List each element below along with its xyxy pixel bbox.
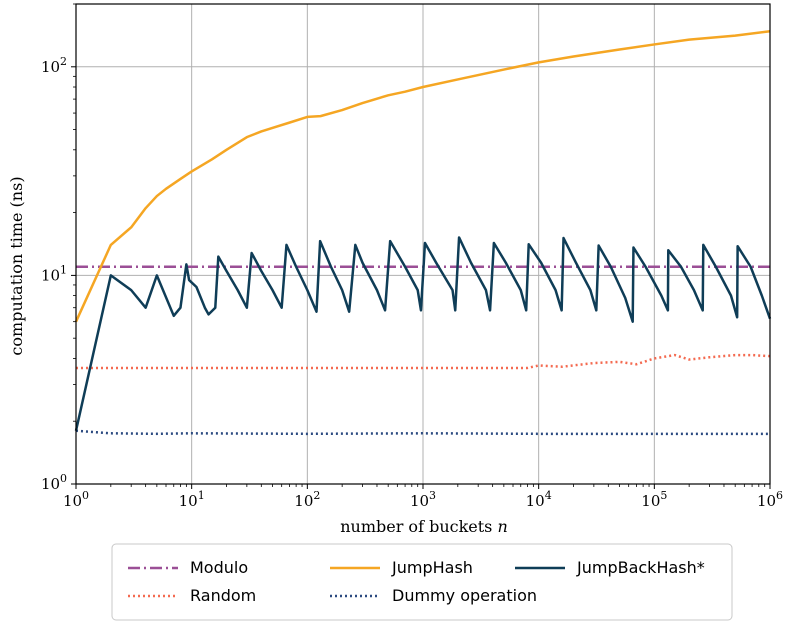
x-tick-label: 105 xyxy=(641,489,667,510)
grid xyxy=(75,4,771,485)
axes: 100 101 102 103 104 105 106 100 101 102 xyxy=(41,3,783,510)
legend-label: Modulo xyxy=(190,558,248,577)
legend-label: Random xyxy=(190,586,256,605)
series-line xyxy=(74,236,772,432)
x-axis-label-text: number of buckets xyxy=(340,517,492,536)
series-line xyxy=(74,30,771,323)
legend-label: JumpBackHash* xyxy=(576,558,705,577)
x-tick-label: 106 xyxy=(757,489,783,510)
legend: Modulo Random JumpHash Dummy operation JumpB… xyxy=(111,543,733,621)
x-tick-label: 103 xyxy=(410,489,436,510)
y-axis-label: computation time (ns) xyxy=(7,176,26,355)
legend-label: Dummy operation xyxy=(392,586,537,605)
series-line xyxy=(75,429,770,436)
x-tick-label: 104 xyxy=(526,489,552,510)
y-tick-label: 102 xyxy=(41,55,67,76)
x-tick-label: 102 xyxy=(294,489,320,510)
legend-box xyxy=(111,543,733,621)
x-axis-label-variable: n xyxy=(497,517,507,536)
series-layer xyxy=(74,30,772,436)
x-tick-label: 100 xyxy=(63,489,89,510)
y-tick-label: 100 xyxy=(41,472,67,493)
y-tick-label: 101 xyxy=(41,263,67,284)
x-axis-label: number of buckets n xyxy=(340,517,508,536)
legend-label: JumpHash xyxy=(391,558,473,577)
x-tick-label: 101 xyxy=(179,489,205,510)
